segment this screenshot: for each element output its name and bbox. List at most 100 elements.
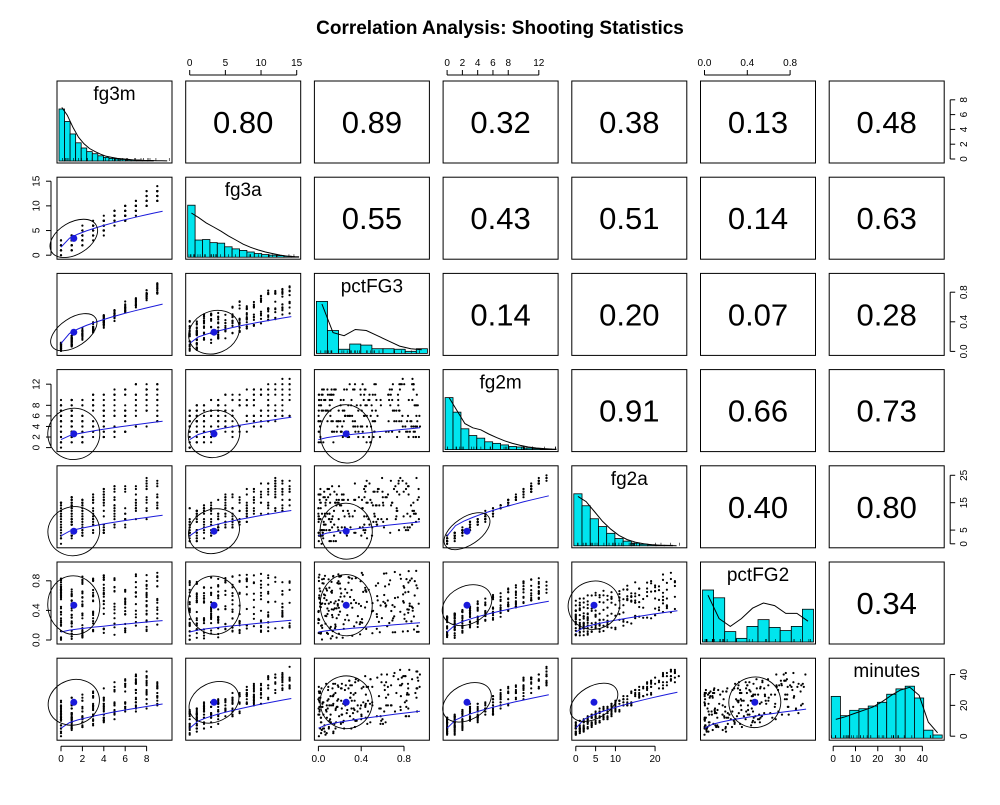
scatter-point-fg3a-fg2a-154: [224, 513, 226, 515]
scatter-point-fg2a-pctFG2-163: [670, 572, 672, 574]
scatter-point-fg2a-pctFG2-187: [587, 622, 589, 624]
scatter-point-pctFG3-minutes-217: [348, 680, 350, 682]
scatter-point-pctFG3-fg2a-142: [330, 521, 332, 523]
variable-label-fg3m: fg3m: [93, 84, 135, 105]
scatter-point-fg3m-pctFG2-182: [60, 619, 62, 621]
scatter-point-fg3a-fg2a-186: [274, 482, 276, 484]
scatter-point-fg3a-pctFG2-77: [253, 581, 255, 583]
scatter-point-fg3m-fg2m-181: [92, 420, 94, 422]
scatter-point-pctFG3-pctFG2-174: [407, 581, 409, 583]
scatter-point-fg3m-fg2m-100: [124, 388, 126, 390]
scatter-point-fg2a-pctFG2-42: [658, 585, 660, 587]
histogram-bar-fg3m-1: [65, 121, 71, 161]
scatter-point-pctFG3-fg2m-69: [391, 399, 393, 401]
scatter-point-fg3m-pctFG2-92: [156, 572, 158, 574]
scatter-point-fg2m-minutes-69: [530, 692, 532, 694]
scatter-point-fg3a-fg2a-174: [239, 510, 241, 512]
scatter-point-fg3a-pctFG2-208: [203, 635, 205, 637]
scatter-point-fg3m-fg2a-134: [146, 488, 148, 490]
scatter-point-pctFG3-fg2m-60: [373, 436, 375, 438]
scatter-point-fg3a-fg2m-205: [196, 410, 198, 412]
scatter-point-pctFG3-fg2m-164: [372, 394, 374, 396]
scatter-point-fg2a-pctFG2-120: [587, 607, 589, 609]
scatter-point-fg3m-pctFG2-166: [146, 630, 148, 632]
scatter-point-pctFG3-pctFG2-178: [327, 633, 329, 635]
scatter-point-pctFG3-fg2a-122: [386, 518, 388, 520]
scatter-point-pctFG3-fg2a-209: [374, 515, 376, 517]
scatter-point-pctFG3-fg2a-204: [338, 485, 340, 487]
scatter-point-pctFG3-fg2a-152: [413, 513, 415, 515]
scatter-point-fg3m-fg2m-177: [113, 410, 115, 412]
scatter-point-fg2a-pctFG2-21: [618, 590, 620, 592]
scatter-point-fg2m-fg2a-204: [446, 537, 448, 539]
scatter-point-pctFG3-pctFG2-120: [348, 576, 350, 578]
scatter-point-pctFG3-fg2a-71: [325, 529, 327, 531]
scatter-point-pctFG3-fg2a-169: [393, 488, 395, 490]
scatter-point-fg2a-pctFG2-12: [606, 615, 608, 617]
scatter-point-fg3a-pctFG2-189: [203, 595, 205, 597]
scatter-point-pctFG3-pctFG2-206: [413, 628, 415, 630]
scatter-point-fg3m-minutes-177: [124, 701, 126, 703]
scatter-point-fg3a-pctFG3-165: [281, 292, 283, 294]
scatter-point-fg3a-pctFG3-174: [289, 302, 291, 304]
scatter-point-fg3m-fg3a-201: [113, 220, 115, 222]
scatter-point-fg3a-pctFG2-67: [267, 630, 269, 632]
scatter-point-fg2m-fg2a-208: [461, 529, 463, 531]
scatter-point-fg2a-pctFG2-214: [634, 601, 636, 603]
scatter-point-fg2m-fg2a-203: [477, 521, 479, 523]
scatter-point-pctFG3-minutes-162: [399, 706, 401, 708]
scatter-point-fg3m-pctFG2-69: [135, 610, 137, 612]
scatter-point-pctFG3-fg2a-91: [318, 540, 320, 542]
scatter-point-fg3a-fg2m-194: [267, 383, 269, 385]
scatter-point-fg2m-minutes-212: [538, 680, 540, 682]
scatter-point-fg3a-fg2m-25: [260, 410, 262, 412]
scatter-point-fg2m-pctFG2-45: [507, 587, 509, 589]
scatter-point-fg3m-pctFG2-209: [146, 600, 148, 602]
scatter-point-fg3m-fg2a-17: [113, 491, 115, 493]
scatter-point-fg3m-minutes-121: [81, 694, 83, 696]
scatter-point-pctFG3-fg2m-137: [357, 431, 359, 433]
scatter-point-pctFG3-minutes-168: [385, 697, 387, 699]
scatter-point-pctFG3-fg2a-146: [415, 513, 417, 515]
scatter-point-fg3m-minutes-13: [146, 707, 148, 709]
mean-point-fg2m-pctFG2: [464, 602, 471, 609]
histogram-bar-minutes-3: [859, 709, 868, 738]
scatter-point-pctFG3-pctFG2-76: [361, 572, 363, 574]
scatter-point-fg3a-pctFG2-207: [217, 597, 219, 599]
scatter-point-fg3m-pctFG2-106: [81, 600, 83, 602]
scatter-point-pctFG3-fg2a-185: [336, 502, 338, 504]
scatter-point-fg3a-fg2a-158: [231, 526, 233, 528]
scatter-point-fg3a-pctFG3-10: [224, 325, 226, 327]
scatter-point-fg2m-pctFG2-219: [530, 594, 532, 596]
scatter-point-fg2m-pctFG2-164: [446, 634, 448, 636]
histogram-bar-fg2m-6: [493, 443, 501, 449]
scatter-point-fg3a-fg2a-39: [224, 499, 226, 501]
scatter-point-pctFG3-pctFG2-166: [339, 596, 341, 598]
scatter-point-fg3m-minutes-21: [113, 686, 115, 688]
scatter-point-fg3a-pctFG3-217: [281, 306, 283, 308]
scatter-point-fg3a-pctFG3-161: [253, 325, 255, 327]
histogram-bar-fg2m-3: [469, 436, 477, 450]
scatter-point-pctFG3-fg2m-18: [417, 404, 419, 406]
scatter-point-fg3a-fg2m-176: [289, 394, 291, 396]
scatter-point-pctFG3-fg2a-140: [317, 513, 319, 515]
scatter-point-fg2a-minutes-204: [650, 686, 652, 688]
scatter-point-fg2a-minutes-176: [658, 680, 660, 682]
scatter-point-fg2m-minutes-189: [522, 686, 524, 688]
scatter-point-pctFG3-minutes-108: [325, 710, 327, 712]
scatter-point-fg3m-pctFG2-129: [113, 608, 115, 610]
scatter-point-fg2a-pctFG2-203: [606, 607, 608, 609]
scatter-point-fg3a-fg2m-38: [267, 399, 269, 401]
scatter-point-fg3a-pctFG3-192: [203, 322, 205, 324]
scatter-point-fg2m-pctFG2-159: [545, 588, 547, 590]
scatter-point-fg3a-pctFG2-179: [260, 587, 262, 589]
scatter-point-fg3m-pctFG2-170: [135, 592, 137, 594]
scatter-point-pctFG3-fg2a-197: [328, 513, 330, 515]
scatter-point-fg3a-fg2a-89: [224, 524, 226, 526]
scatter-point-pctFG3-pctFG2-200: [318, 597, 320, 599]
scatter-point-pctFG3-pctFG2-214: [332, 609, 334, 611]
scatter-point-pctFG3-pctFG2-30: [416, 587, 418, 589]
scatter-point-fg3m-minutes-171: [146, 692, 148, 694]
scatter-point-fg3a-pctFG2-191: [224, 605, 226, 607]
scatter-point-pctFG3-pctFG2-157: [323, 597, 325, 599]
